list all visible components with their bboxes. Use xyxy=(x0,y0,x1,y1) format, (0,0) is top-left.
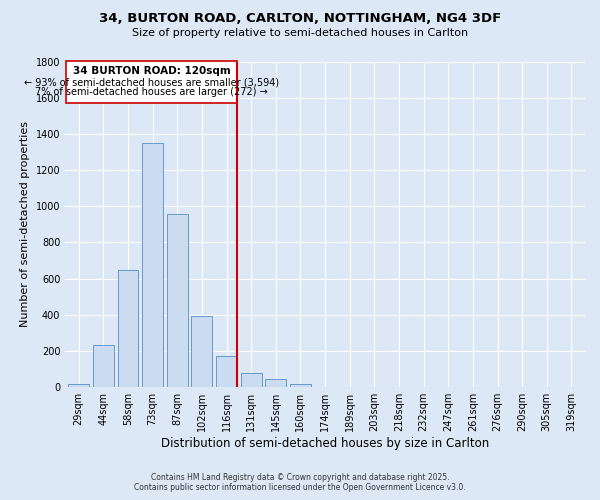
Bar xyxy=(290,384,311,387)
Text: Size of property relative to semi-detached houses in Carlton: Size of property relative to semi-detach… xyxy=(132,28,468,38)
Text: 7% of semi-detached houses are larger (272) →: 7% of semi-detached houses are larger (2… xyxy=(35,87,268,97)
Bar xyxy=(167,214,188,387)
Bar xyxy=(241,372,262,387)
X-axis label: Distribution of semi-detached houses by size in Carlton: Distribution of semi-detached houses by … xyxy=(161,437,489,450)
Bar xyxy=(265,378,286,387)
Text: ← 93% of semi-detached houses are smaller (3,594): ← 93% of semi-detached houses are smalle… xyxy=(24,78,279,88)
Bar xyxy=(67,62,237,103)
Bar xyxy=(93,344,114,387)
Text: Contains HM Land Registry data © Crown copyright and database right 2025.
Contai: Contains HM Land Registry data © Crown c… xyxy=(134,473,466,492)
Text: 34, BURTON ROAD, CARLTON, NOTTINGHAM, NG4 3DF: 34, BURTON ROAD, CARLTON, NOTTINGHAM, NG… xyxy=(99,12,501,26)
Bar xyxy=(191,316,212,387)
Bar xyxy=(216,356,237,387)
Y-axis label: Number of semi-detached properties: Number of semi-detached properties xyxy=(20,122,30,328)
Text: 34 BURTON ROAD: 120sqm: 34 BURTON ROAD: 120sqm xyxy=(73,66,230,76)
Bar xyxy=(68,384,89,387)
Bar xyxy=(118,270,139,387)
Bar xyxy=(142,143,163,387)
